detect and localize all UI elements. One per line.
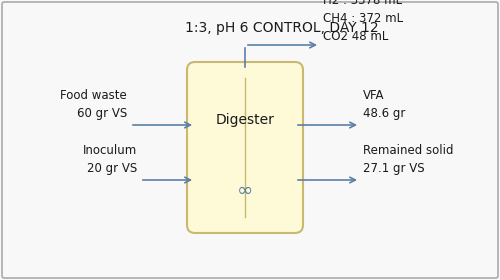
Text: ∞: ∞	[237, 181, 253, 200]
Text: Remained solid
27.1 gr VS: Remained solid 27.1 gr VS	[363, 144, 454, 175]
Text: Digester: Digester	[216, 113, 274, 127]
Text: VFA
48.6 gr: VFA 48.6 gr	[363, 89, 406, 120]
FancyBboxPatch shape	[2, 2, 498, 278]
Text: Inoculum
20 gr VS: Inoculum 20 gr VS	[83, 144, 137, 175]
Text: 1:3, pH 6 CONTROL, DAY 12: 1:3, pH 6 CONTROL, DAY 12	[185, 21, 378, 35]
Text: Food waste
60 gr VS: Food waste 60 gr VS	[60, 89, 127, 120]
FancyBboxPatch shape	[187, 62, 303, 233]
Text: Gas
H2 : 3378 mL
CH4 : 372 mL
CO2 48 mL: Gas H2 : 3378 mL CH4 : 372 mL CO2 48 mL	[323, 0, 403, 43]
